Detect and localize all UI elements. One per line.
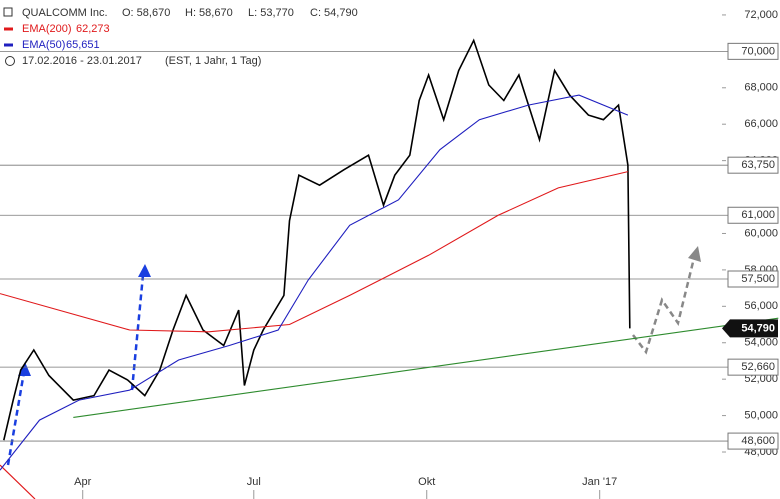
y-tick-label: 72,000 — [744, 9, 778, 21]
level-box — [727, 358, 779, 376]
level-label: 61,000 — [741, 209, 775, 221]
annotations — [6, 246, 701, 466]
header: QUALCOMM Inc. O: 58,670 H: 58,670 L: 53,… — [3, 7, 358, 67]
level-box — [727, 206, 779, 224]
legend-label: EMA(50) — [22, 39, 65, 51]
legend-value: 62,273 — [76, 23, 110, 35]
x-tick-label: Okt — [418, 476, 435, 488]
x-tick-label: Jul — [247, 476, 261, 488]
legend-label: EMA(200) — [22, 23, 72, 35]
y-tick-label: 52,000 — [744, 373, 778, 385]
level-label: 63,750 — [741, 159, 775, 171]
ohlc: H: 58,670 — [185, 7, 233, 19]
level-label: 52,660 — [741, 361, 775, 373]
arrow-up — [6, 371, 26, 466]
level-box — [727, 432, 779, 450]
decor-line — [0, 464, 36, 499]
ohlc: L: 53,770 — [248, 7, 294, 19]
title: QUALCOMM Inc. — [22, 7, 108, 19]
level-label: 70,000 — [741, 45, 775, 57]
arrow-head — [688, 246, 701, 262]
series-line — [0, 171, 629, 333]
icon — [3, 7, 13, 17]
x-tick-label: Apr — [74, 476, 91, 488]
projection — [632, 257, 696, 355]
last-price-box — [722, 319, 778, 338]
series-line — [73, 317, 779, 418]
ohlc: O: 58,670 — [122, 7, 170, 19]
arrow-head — [18, 362, 31, 376]
level-label: 57,500 — [741, 273, 775, 285]
y-tick-label: 56,000 — [744, 300, 778, 312]
series-line — [3, 38, 631, 441]
x-tick-label: Jan '17 — [582, 476, 617, 488]
y-tick-label: 54,000 — [744, 337, 778, 349]
level-box — [727, 42, 779, 60]
arrow-head — [138, 264, 151, 277]
ohlc: C: 54,790 — [310, 7, 358, 19]
clock-icon — [5, 56, 15, 66]
level-box — [727, 270, 779, 288]
y-tick-label: 50,000 — [744, 409, 778, 421]
period: 17.02.2016 - 23.01.2017 — [22, 55, 142, 67]
y-tick-label: 68,000 — [744, 82, 778, 94]
level-box — [727, 156, 779, 174]
series-line — [0, 94, 629, 471]
last-price-label: 54,790 — [741, 322, 775, 334]
level-label: 48,600 — [741, 435, 775, 447]
y-tick-label: 60,000 — [744, 227, 778, 239]
y-tick-label: 66,000 — [744, 118, 778, 130]
period-note: (EST, 1 Jahr, 1 Tag) — [165, 55, 261, 67]
legend-value: 65,651 — [66, 39, 100, 51]
